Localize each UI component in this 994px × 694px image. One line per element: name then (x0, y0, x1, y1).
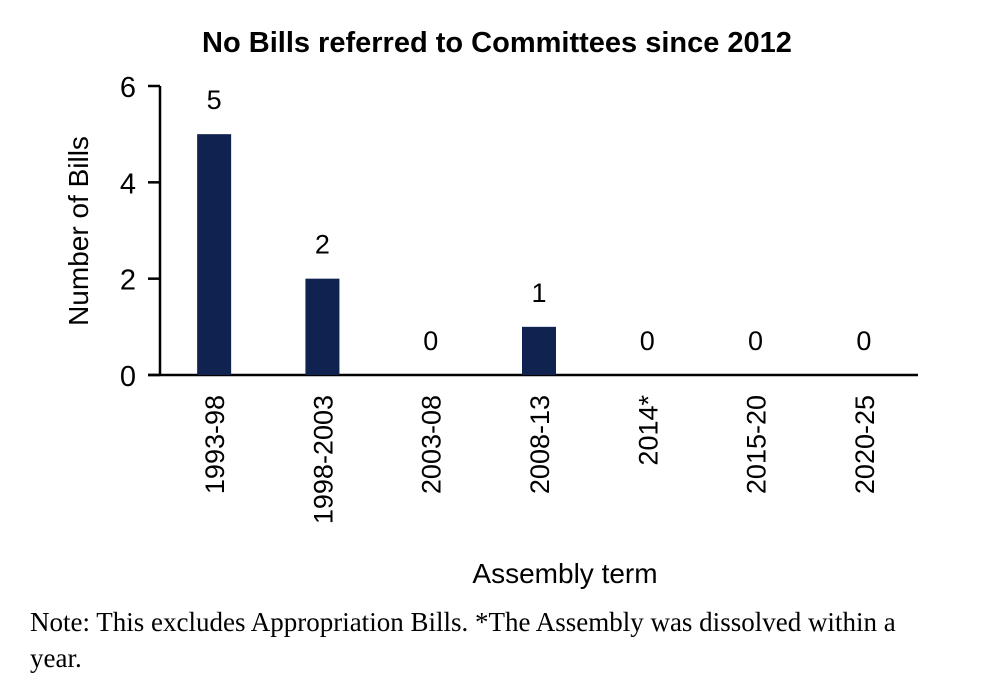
x-tick-label: 2003-08 (417, 395, 447, 494)
bar-chart: No Bills referred to Committees since 20… (63, 27, 918, 589)
data-label: 0 (748, 326, 763, 356)
data-label: 0 (423, 326, 438, 356)
bar (522, 326, 556, 375)
y-tick-label: 4 (120, 168, 136, 200)
data-label: 0 (640, 326, 655, 356)
data-label: 2 (315, 230, 330, 260)
x-tick-label: 2008-13 (525, 395, 555, 494)
x-axis-label: Assembly term (472, 558, 657, 589)
bar (197, 134, 232, 375)
x-tick-label: 2020-25 (850, 395, 880, 494)
bar (305, 278, 340, 375)
x-tick-label: 2015-20 (742, 395, 772, 494)
x-tick-label: 1998-2003 (308, 395, 338, 524)
chart-title: No Bills referred to Committees since 20… (202, 27, 792, 59)
x-tick-label: 1993-98 (200, 395, 230, 494)
x-tick-label: 2014* (633, 395, 663, 466)
data-label: 1 (531, 278, 546, 308)
y-tick-label: 6 (120, 72, 136, 104)
y-axis-label: Number of Bills (63, 136, 94, 326)
y-tick-label: 2 (120, 265, 136, 297)
chart-note: Note: This excludes Appropriation Bills.… (30, 607, 896, 673)
data-label: 5 (207, 85, 222, 115)
y-tick-label: 0 (120, 361, 136, 393)
data-label: 0 (856, 326, 871, 356)
